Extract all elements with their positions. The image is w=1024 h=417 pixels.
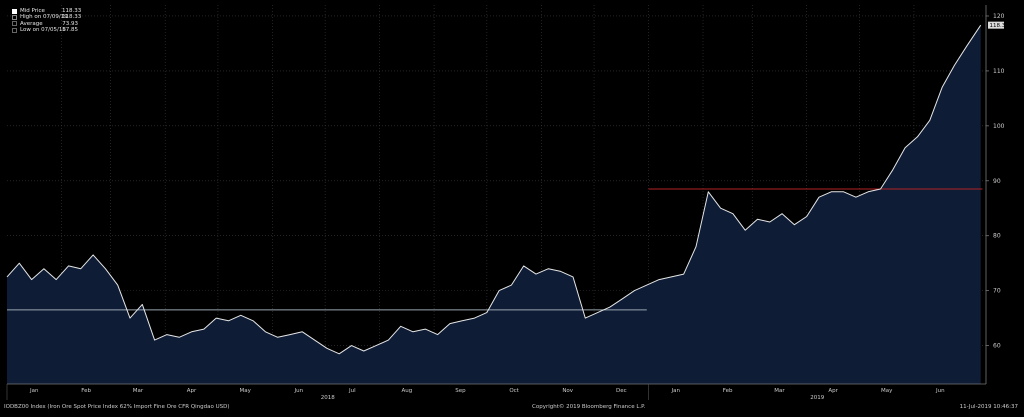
timestamp: 11-Jul-2019 10:46:37: [959, 404, 1018, 410]
legend-swatch: [12, 27, 17, 33]
legend-value: 73.93: [62, 20, 78, 27]
y-tick-label: 100: [993, 123, 1005, 130]
y-tick-label: 110: [993, 68, 1005, 75]
y-tick-label: 90: [993, 178, 1001, 185]
legend-item: Low on 07/05/18 57.85: [12, 27, 78, 33]
legend-value: 57.85: [62, 26, 78, 33]
legend: Mid Price 118.33 High on 07/09/19 118.33 Ave…: [12, 8, 82, 33]
y-tick-label: 60: [993, 343, 1001, 350]
legend-swatch: [12, 8, 17, 14]
x-year-label: 2019: [810, 395, 824, 401]
x-year-label: 2018: [321, 395, 335, 401]
legend-swatch: [12, 21, 17, 27]
x-tick-label: Dec: [616, 388, 627, 394]
x-tick-label: May: [881, 388, 893, 394]
legend-item: Mid Price 118.33: [12, 8, 82, 14]
x-tick-label: Nov: [562, 388, 573, 394]
y-tick-label: 120: [993, 13, 1005, 20]
x-tick-label: Jan: [671, 388, 681, 394]
x-tick-label: Jun: [293, 388, 303, 394]
x-tick-label: Sep: [455, 388, 466, 394]
last-value-box: [988, 21, 1004, 29]
series-line: [6, 24, 982, 355]
legend-value: 118.33: [62, 14, 82, 21]
x-tick-label: Feb: [723, 388, 733, 394]
legend-label: Average: [20, 20, 43, 27]
x-tick-label: Jul: [348, 388, 356, 394]
footer: IODBZ00 Index (Iron Ore Spot Price Index…: [0, 402, 1024, 413]
legend-label: Low on 07/05/18: [20, 26, 66, 33]
x-tick-label: Mar: [133, 388, 144, 394]
x-tick-label: Mar: [774, 388, 785, 394]
x-tick-label: Apr: [187, 388, 197, 394]
legend-item: Average 73.93: [12, 21, 78, 27]
legend-label: Mid Price: [20, 8, 45, 14]
x-tick-label: May: [239, 388, 251, 394]
copyright: Copyright© 2019 Bloomberg Finance L.P.: [532, 404, 646, 410]
legend-item: High on 07/09/19 118.33: [12, 14, 82, 21]
last-value-label: 118.33: [990, 23, 1010, 29]
x-tick-label: Feb: [81, 388, 91, 394]
x-tick-label: Jan: [29, 388, 39, 394]
legend-value: 118.33: [62, 8, 82, 14]
x-tick-label: Apr: [828, 388, 838, 394]
series-area: [7, 25, 981, 384]
legend-label: High on 07/09/19: [20, 14, 68, 21]
x-tick-label: Aug: [401, 388, 412, 394]
legend-swatch: [12, 14, 17, 20]
y-tick-label: 80: [993, 233, 1001, 240]
security-description: IODBZ00 Index (Iron Ore Spot Price Index…: [4, 404, 230, 410]
x-tick-label: Jun: [935, 388, 945, 394]
y-tick-label: 70: [993, 288, 1001, 295]
x-tick-label: Oct: [509, 388, 519, 394]
